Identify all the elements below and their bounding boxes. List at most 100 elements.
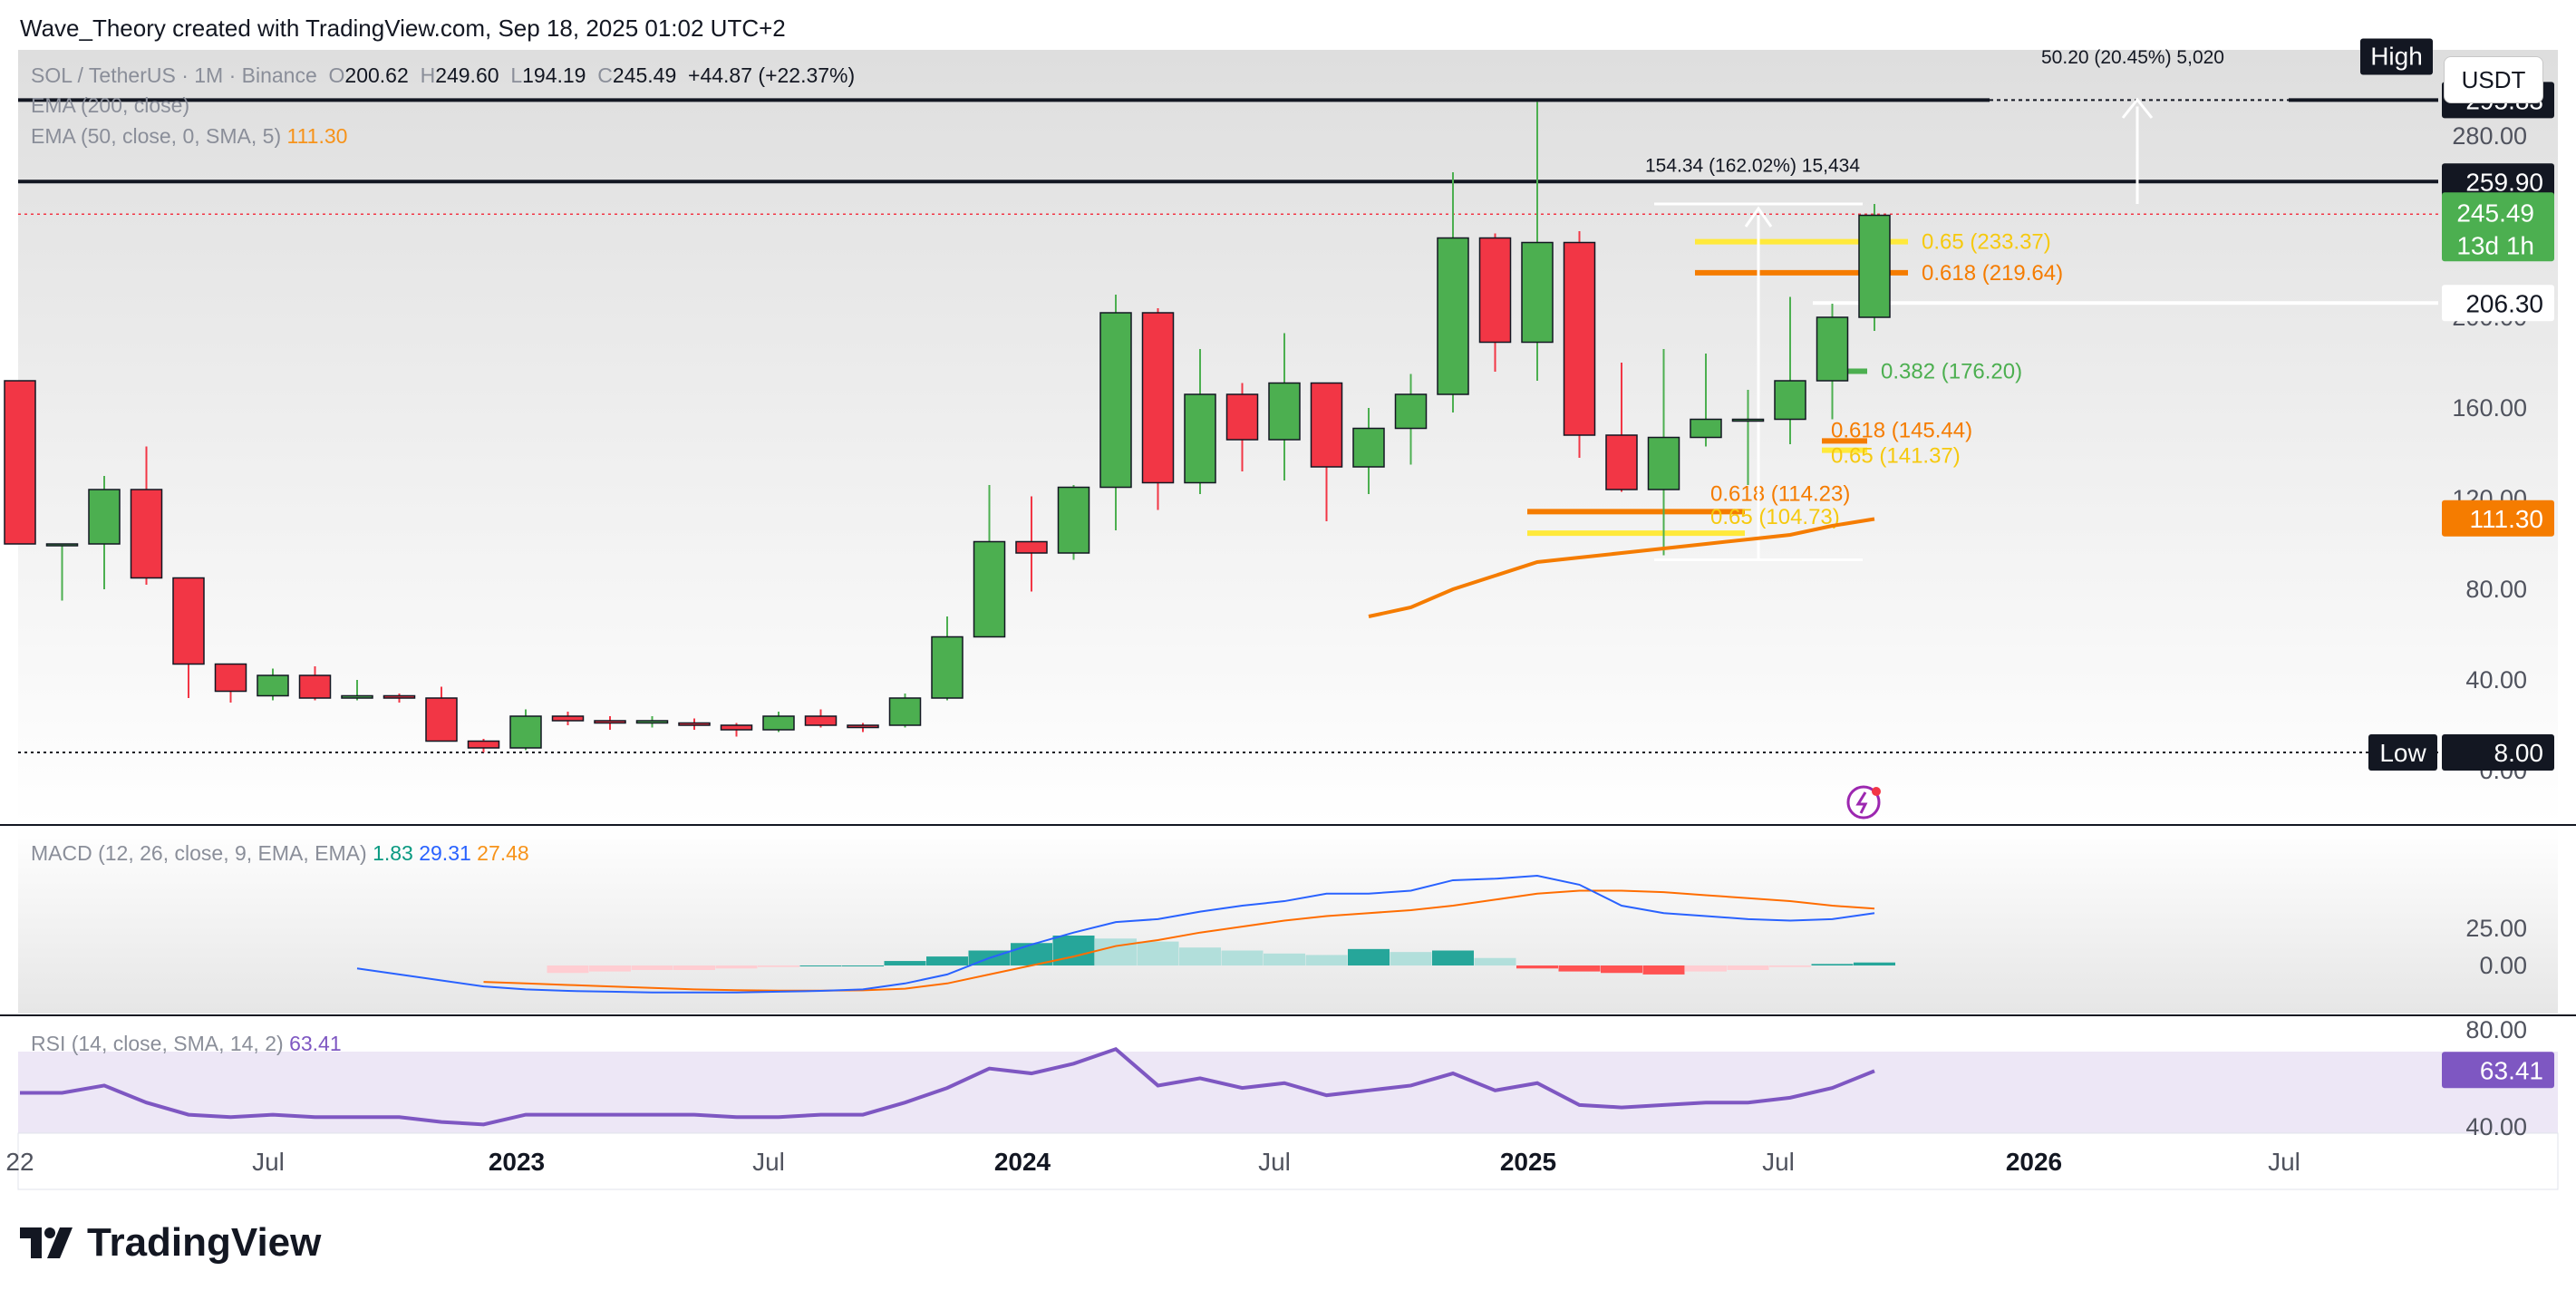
low-value: 194.19: [522, 63, 586, 87]
macd-histogram-bar: [1516, 965, 1558, 969]
macd-histogram-bar: [1052, 936, 1095, 965]
macd-histogram-bar: [631, 965, 673, 970]
candle-body: [1352, 427, 1385, 468]
legend-rsi: RSI (14, close, SMA, 14, 2) 63.41: [31, 1032, 342, 1056]
candle: [888, 694, 922, 728]
candle-body: [298, 674, 332, 699]
current-price-text: 245.49: [2456, 199, 2534, 227]
x-tick-label: Jul: [252, 1148, 285, 1176]
candle: [88, 476, 121, 589]
open-label: O: [328, 63, 345, 87]
candle-body: [973, 540, 1006, 638]
macd-histogram-bar: [884, 961, 926, 965]
candle: [1816, 304, 1849, 420]
ema-price-pill-bg: [2442, 500, 2554, 537]
candle: [383, 694, 416, 703]
candle: [678, 718, 711, 730]
macd-signal-value: 27.48: [477, 841, 529, 865]
macd-histogram-bar: [1727, 965, 1769, 970]
candle: [551, 712, 585, 725]
low-badge-text: Low: [2379, 739, 2426, 767]
x-tick-label: 2024: [994, 1148, 1051, 1176]
candle-body: [467, 740, 500, 749]
legend-symbol: SOL / TetherUS · 1M · Binance O200.62 H2…: [31, 63, 855, 88]
macd-histogram-bar: [1685, 965, 1727, 972]
resistance-price-pill-text: 259.90: [2465, 168, 2543, 196]
x-tick-label: Jul: [1258, 1148, 1291, 1176]
macd-histogram-bar: [1432, 950, 1474, 965]
candle: [594, 716, 626, 730]
x-tick-label: Jul: [752, 1148, 785, 1176]
candle: [509, 709, 542, 751]
measure-label: 50.20 (20.45%) 5,020: [2041, 47, 2224, 68]
candle-body: [4, 380, 36, 545]
low-label: L: [510, 63, 523, 87]
candle: [341, 680, 373, 701]
candle-body: [383, 694, 416, 699]
fib-label: 0.65 (104.73): [1710, 505, 1840, 529]
macd-histogram-bar: [1390, 952, 1432, 965]
macd-histogram-bar: [589, 965, 631, 972]
candle-body: [130, 489, 163, 579]
measure-arrowhead: [2121, 97, 2154, 119]
candle-body: [1141, 312, 1175, 484]
high-label-badge: High: [2360, 38, 2433, 75]
currency-button[interactable]: USDT: [2444, 56, 2543, 103]
candle: [1184, 349, 1216, 494]
change-value: +44.87 (+22.37%): [688, 63, 856, 87]
candle-body: [257, 674, 289, 697]
candle: [1774, 296, 1806, 444]
x-tick-label: 2026: [2006, 1148, 2062, 1176]
open-value: 200.62: [344, 63, 409, 87]
support-price-pill: 206.30: [2442, 285, 2554, 322]
rsi-y-tick: 40.00: [2465, 1113, 2527, 1140]
tradingview-logo: TradingView: [20, 1220, 321, 1266]
high-badge-bg: [2360, 38, 2433, 75]
candle: [931, 616, 964, 701]
macd-y-tick: 0.00: [2479, 952, 2527, 979]
candle: [257, 668, 289, 701]
candle-body: [172, 577, 205, 665]
candle: [1057, 485, 1090, 560]
rsi-pill-text: 63.41: [2480, 1056, 2543, 1084]
lightning-icon-dot: [1872, 787, 1881, 796]
rsi-value-pill: 63.41: [2442, 1052, 2554, 1089]
candle-body: [720, 724, 753, 731]
macd-label: MACD (12, 26, close, 9, EMA, EMA): [31, 841, 367, 865]
macd-histogram-bar: [1221, 950, 1264, 965]
support-price-pill-bg: [2442, 285, 2554, 322]
macd-histogram-bar: [1558, 965, 1601, 972]
macd-histogram-bar: [1474, 957, 1516, 965]
time-axis-bg: [17, 1132, 2559, 1190]
candle: [1690, 354, 1722, 447]
symbol-name: SOL / TetherUS · 1M · Binance: [31, 63, 317, 87]
rsi-label: RSI (14, close, SMA, 14, 2): [31, 1032, 284, 1055]
low-badge-bg: [2368, 734, 2437, 771]
candle: [467, 739, 500, 752]
candle: [1521, 102, 1554, 381]
macd-pane: [356, 874, 1895, 994]
macd-histogram-bar: [1642, 965, 1685, 975]
y-tick-label: 80.00: [2465, 576, 2527, 603]
candle-body: [804, 715, 838, 726]
ema50-line: [1368, 517, 1875, 618]
candle-body: [1099, 312, 1132, 489]
candle-body: [1605, 434, 1638, 490]
legend-macd: MACD (12, 26, close, 9, EMA, EMA) 1.83 2…: [31, 841, 529, 866]
candle-body: [1816, 316, 1849, 382]
macd-histogram-bar: [1769, 965, 1811, 967]
macd-y-tick: 25.00: [2465, 915, 2527, 942]
fib-label: 0.618 (145.44): [1831, 418, 1972, 442]
macd-histogram-bar: [1811, 964, 1854, 965]
macd-histogram-bar: [842, 965, 884, 966]
candle-body: [341, 694, 373, 699]
candle-body: [1563, 241, 1596, 436]
candle: [1605, 363, 1638, 492]
rsi-pane: [20, 1046, 1875, 1127]
rsi-value: 63.41: [289, 1032, 342, 1055]
ema50-value: 111.30: [286, 124, 348, 148]
low-price-pill-bg: [2442, 734, 2554, 771]
candle-body: [594, 720, 626, 724]
candle-body: [847, 724, 879, 729]
